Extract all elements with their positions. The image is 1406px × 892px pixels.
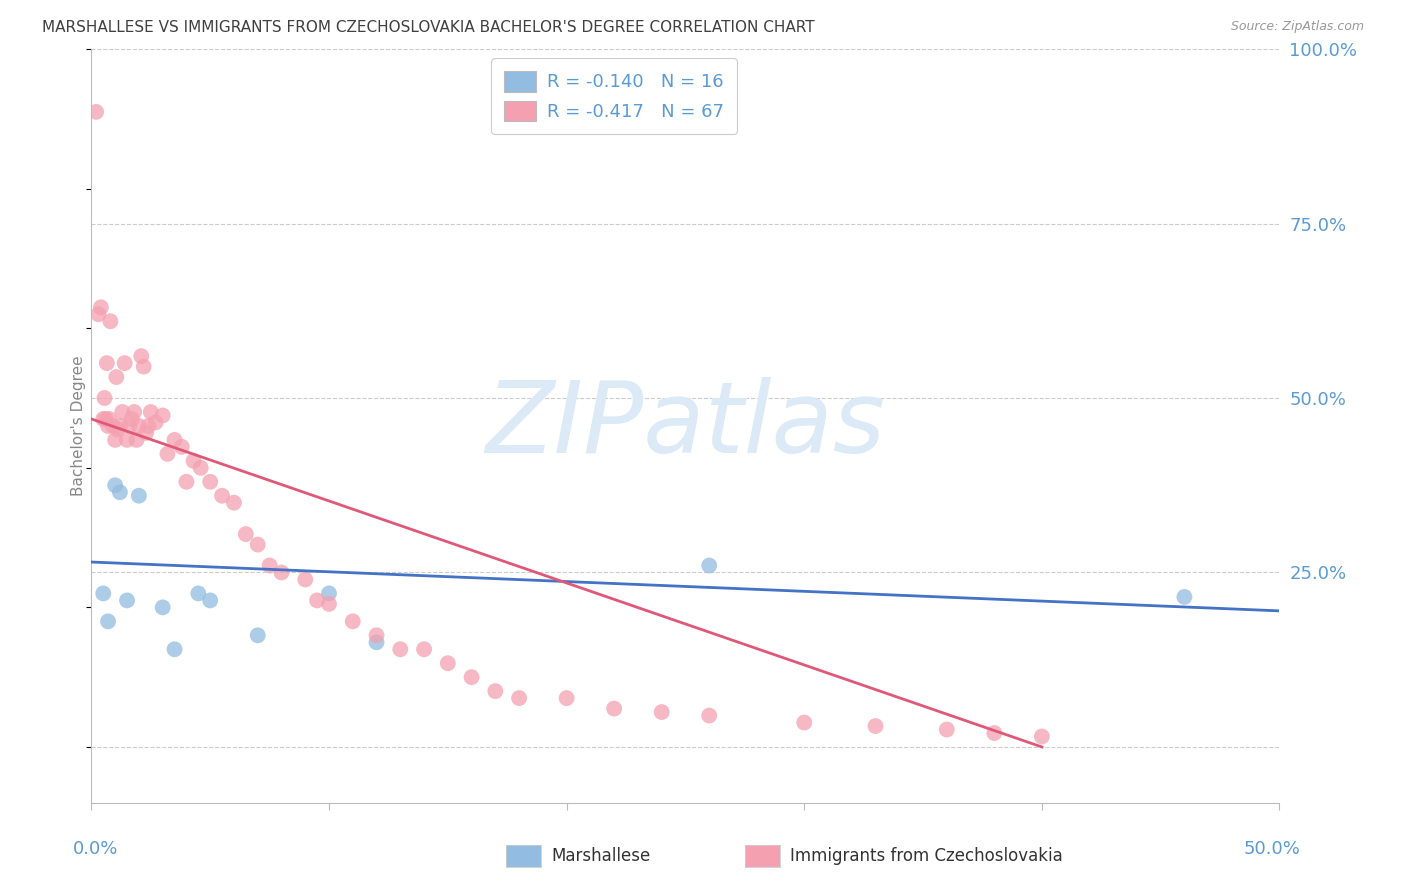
Point	[163, 433, 186, 447]
Point	[603, 701, 626, 715]
Point	[108, 419, 131, 434]
Point	[222, 496, 245, 510]
Legend: R = -0.140   N = 16, R = -0.417   N = 67: R = -0.140 N = 16, R = -0.417 N = 67	[491, 58, 737, 134]
Point	[170, 440, 193, 454]
Text: ZIPatlas: ZIPatlas	[485, 377, 886, 475]
Point	[318, 586, 340, 600]
Point	[270, 566, 292, 580]
Point	[125, 433, 148, 447]
Point	[96, 356, 118, 370]
Point	[342, 615, 364, 629]
Point	[90, 300, 112, 314]
Point	[176, 475, 198, 489]
Point	[697, 708, 720, 723]
Text: Source: ZipAtlas.com: Source: ZipAtlas.com	[1230, 20, 1364, 33]
Point	[97, 615, 120, 629]
Point	[145, 416, 167, 430]
Point	[935, 723, 957, 737]
Point	[200, 475, 222, 489]
Point	[200, 593, 222, 607]
Point	[211, 489, 233, 503]
Point	[163, 642, 186, 657]
Point	[129, 349, 152, 363]
Point	[87, 307, 110, 321]
Point	[1031, 730, 1053, 744]
Point	[697, 558, 720, 573]
Y-axis label: Bachelor's Degree: Bachelor's Degree	[70, 356, 86, 496]
Point	[138, 419, 160, 434]
Point	[139, 405, 162, 419]
Point	[508, 691, 530, 706]
Point	[111, 405, 134, 419]
Point	[983, 726, 1005, 740]
Point	[135, 425, 157, 440]
Point	[389, 642, 412, 657]
Point	[413, 642, 436, 657]
Point	[104, 478, 127, 492]
Point	[152, 600, 174, 615]
Point	[460, 670, 482, 684]
Point	[484, 684, 506, 698]
Point	[98, 412, 121, 426]
Point	[121, 412, 143, 426]
Point	[294, 573, 316, 587]
Text: 50.0%: 50.0%	[1244, 840, 1301, 858]
Point	[105, 370, 128, 384]
Point	[555, 691, 578, 706]
Point	[436, 657, 458, 671]
Point	[128, 489, 150, 503]
Point	[91, 412, 114, 426]
Point	[97, 419, 120, 434]
Point	[115, 433, 138, 447]
Text: MARSHALLESE VS IMMIGRANTS FROM CZECHOSLOVAKIA BACHELOR'S DEGREE CORRELATION CHAR: MARSHALLESE VS IMMIGRANTS FROM CZECHOSLO…	[42, 20, 815, 35]
Point	[104, 433, 127, 447]
Point	[93, 391, 115, 405]
Point	[190, 460, 212, 475]
Point	[91, 586, 114, 600]
Point	[187, 586, 209, 600]
Point	[307, 593, 329, 607]
Point	[132, 359, 155, 374]
Point	[101, 419, 124, 434]
Point	[1173, 590, 1195, 604]
Point	[118, 419, 141, 434]
Point	[100, 314, 122, 328]
Point	[793, 715, 815, 730]
Point	[246, 628, 269, 642]
Point	[318, 597, 340, 611]
Point	[108, 485, 131, 500]
Text: Immigrants from Czechoslovakia: Immigrants from Czechoslovakia	[790, 847, 1063, 865]
Point	[115, 593, 138, 607]
Point	[183, 454, 205, 468]
Point	[114, 356, 136, 370]
Text: Marshallese: Marshallese	[551, 847, 651, 865]
Point	[235, 527, 257, 541]
Point	[865, 719, 887, 733]
Point	[152, 409, 174, 423]
Point	[107, 422, 129, 436]
Point	[366, 628, 388, 642]
Point	[259, 558, 281, 573]
Point	[156, 447, 179, 461]
Text: 0.0%: 0.0%	[73, 840, 118, 858]
Point	[84, 104, 107, 119]
Point	[651, 705, 673, 719]
Point	[128, 419, 150, 434]
Point	[94, 412, 117, 426]
Point	[366, 635, 388, 649]
Point	[122, 405, 145, 419]
Point	[246, 538, 269, 552]
